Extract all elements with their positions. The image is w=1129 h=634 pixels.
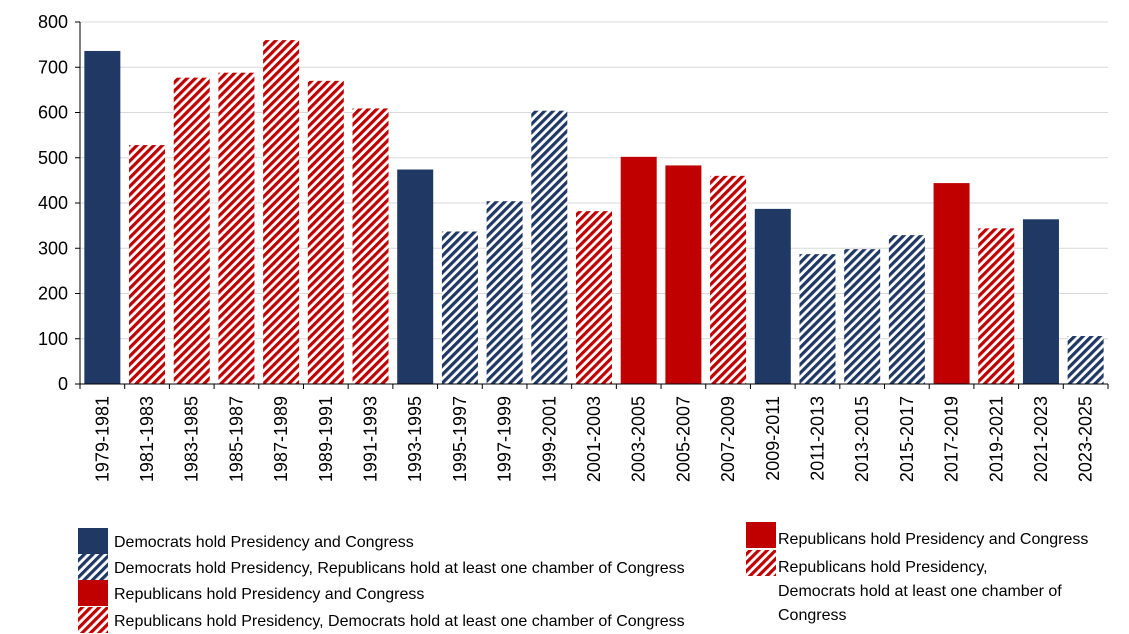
x-tick-label: 1997-1999 — [495, 396, 515, 482]
legend-label: Republicans hold Presidency, Democrats ho… — [778, 559, 1062, 624]
bar — [307, 80, 344, 384]
legend-label-line: Republicans hold Presidency and Congress — [778, 531, 1088, 548]
bar — [352, 108, 389, 385]
legend-label-line: Democrats hold at least one chamber of — [778, 583, 1062, 600]
bar — [799, 254, 836, 384]
x-tick-label: 2019-2021 — [986, 396, 1006, 482]
x-tick-label: 2023-2025 — [1076, 396, 1096, 482]
y-tick-label: 100 — [38, 329, 68, 349]
x-tick-label: 2005-2007 — [673, 396, 693, 482]
legend-label-line: Republicans hold Presidency, — [778, 559, 988, 576]
x-tick-label: 2009-2011 — [763, 396, 783, 481]
y-tick-label: 700 — [38, 57, 68, 77]
bar — [620, 156, 657, 384]
bar — [665, 165, 702, 384]
legend-label-line: Congress — [778, 607, 846, 624]
x-tick-label: 2001-2003 — [584, 396, 604, 482]
legend-swatch — [78, 607, 108, 633]
legend-label: Democrats hold Presidency, Republicans h… — [114, 560, 685, 577]
bar — [84, 50, 121, 385]
x-tick-label: 1987-1989 — [271, 396, 291, 482]
x-tick-label: 2013-2015 — [852, 396, 872, 482]
y-tick-label: 600 — [38, 103, 68, 123]
y-tick-label: 800 — [38, 12, 68, 32]
legend-swatch — [746, 522, 776, 548]
legend-label: Democrats hold Presidency and Congress — [114, 534, 414, 551]
x-tick-label: 2003-2005 — [629, 396, 649, 482]
y-tick-label: 200 — [38, 284, 68, 304]
legend-label: Republicans hold Presidency, Democrats h… — [114, 613, 685, 630]
bar — [218, 72, 255, 385]
x-tick-label: 1999-2001 — [539, 396, 559, 482]
legend-swatch — [78, 554, 108, 580]
bar — [1022, 219, 1059, 384]
x-tick-label: 2015-2017 — [897, 396, 917, 482]
x-tick-label: 1993-1995 — [405, 396, 425, 482]
bar — [888, 235, 925, 384]
bar — [486, 201, 523, 384]
x-tick-label: 1985-1987 — [226, 396, 246, 482]
y-tick-label: 300 — [38, 238, 68, 258]
x-tick-label: 2007-2009 — [718, 396, 738, 482]
bar — [129, 145, 166, 384]
bar — [933, 183, 970, 384]
bar — [441, 231, 478, 384]
bar — [173, 77, 210, 384]
x-tick-label: 2021-2023 — [1031, 396, 1051, 482]
y-tick-label: 0 — [58, 374, 68, 394]
x-tick-label: 1989-1991 — [316, 396, 336, 482]
bar — [710, 175, 747, 384]
x-tick-label: 1991-1993 — [361, 396, 381, 482]
bar — [844, 249, 881, 384]
bar — [978, 228, 1015, 384]
x-tick-label: 1979-1981 — [92, 396, 112, 482]
bar — [531, 110, 568, 384]
bar — [754, 208, 791, 384]
y-tick-label: 500 — [38, 148, 68, 168]
bar — [576, 211, 612, 384]
bar — [1067, 336, 1104, 384]
y-tick-label: 400 — [38, 193, 68, 213]
x-tick-label: 2011-2013 — [807, 396, 827, 481]
x-tick-label: 1983-1985 — [182, 396, 202, 482]
legend-label: Republicans hold Presidency and Congress — [114, 586, 424, 603]
legend-swatch — [746, 550, 776, 576]
x-tick-label: 2017-2019 — [942, 396, 962, 482]
bar — [397, 169, 434, 384]
x-tick-label: 1981-1983 — [137, 396, 157, 482]
x-tick-label: 1995-1997 — [450, 396, 470, 482]
legend-swatch — [78, 580, 108, 606]
legend-label: Republicans hold Presidency and Congress — [778, 531, 1088, 548]
bar — [263, 40, 300, 384]
legend-swatch — [78, 528, 108, 554]
